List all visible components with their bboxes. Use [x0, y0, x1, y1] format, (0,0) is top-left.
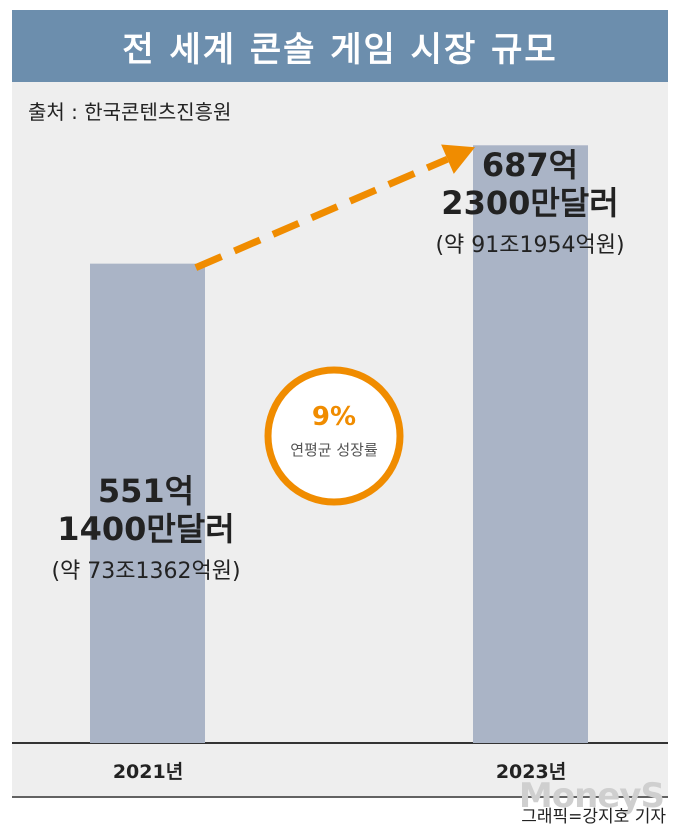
graphic-credit: 그래픽=강지호 기자 — [521, 807, 666, 827]
bar-2021 — [90, 263, 205, 743]
growth-arrow-head — [441, 144, 475, 174]
data-label-2023-line3: (약 91조1954억원) — [435, 233, 624, 258]
growth-arrow-line — [194, 155, 449, 271]
data-label-2023-line1: 687억 — [482, 146, 578, 184]
x-tick-2023: 2023년 — [496, 761, 566, 783]
data-label-2021-line2: 1400만달러 — [57, 510, 234, 548]
growth-rate-label: 연평균 성장률 — [290, 441, 378, 459]
source-note: 출처 : 한국콘텐츠진흥원 — [28, 100, 232, 124]
data-label-2021-line1: 551억 — [98, 472, 194, 510]
growth-rate-circle — [264, 366, 404, 506]
x-tick-2021: 2021년 — [113, 761, 183, 783]
growth-rate-value: 9% — [312, 402, 356, 432]
moneys-logo: MoneyS — [518, 776, 665, 816]
chart-title: 전 세계 콘솔 게임 시장 규모 — [12, 10, 668, 82]
data-label-2021-line3: (약 73조1362억원) — [51, 559, 240, 584]
bar-2023 — [473, 145, 588, 743]
data-label-2023-line2: 2300만달러 — [441, 184, 618, 222]
